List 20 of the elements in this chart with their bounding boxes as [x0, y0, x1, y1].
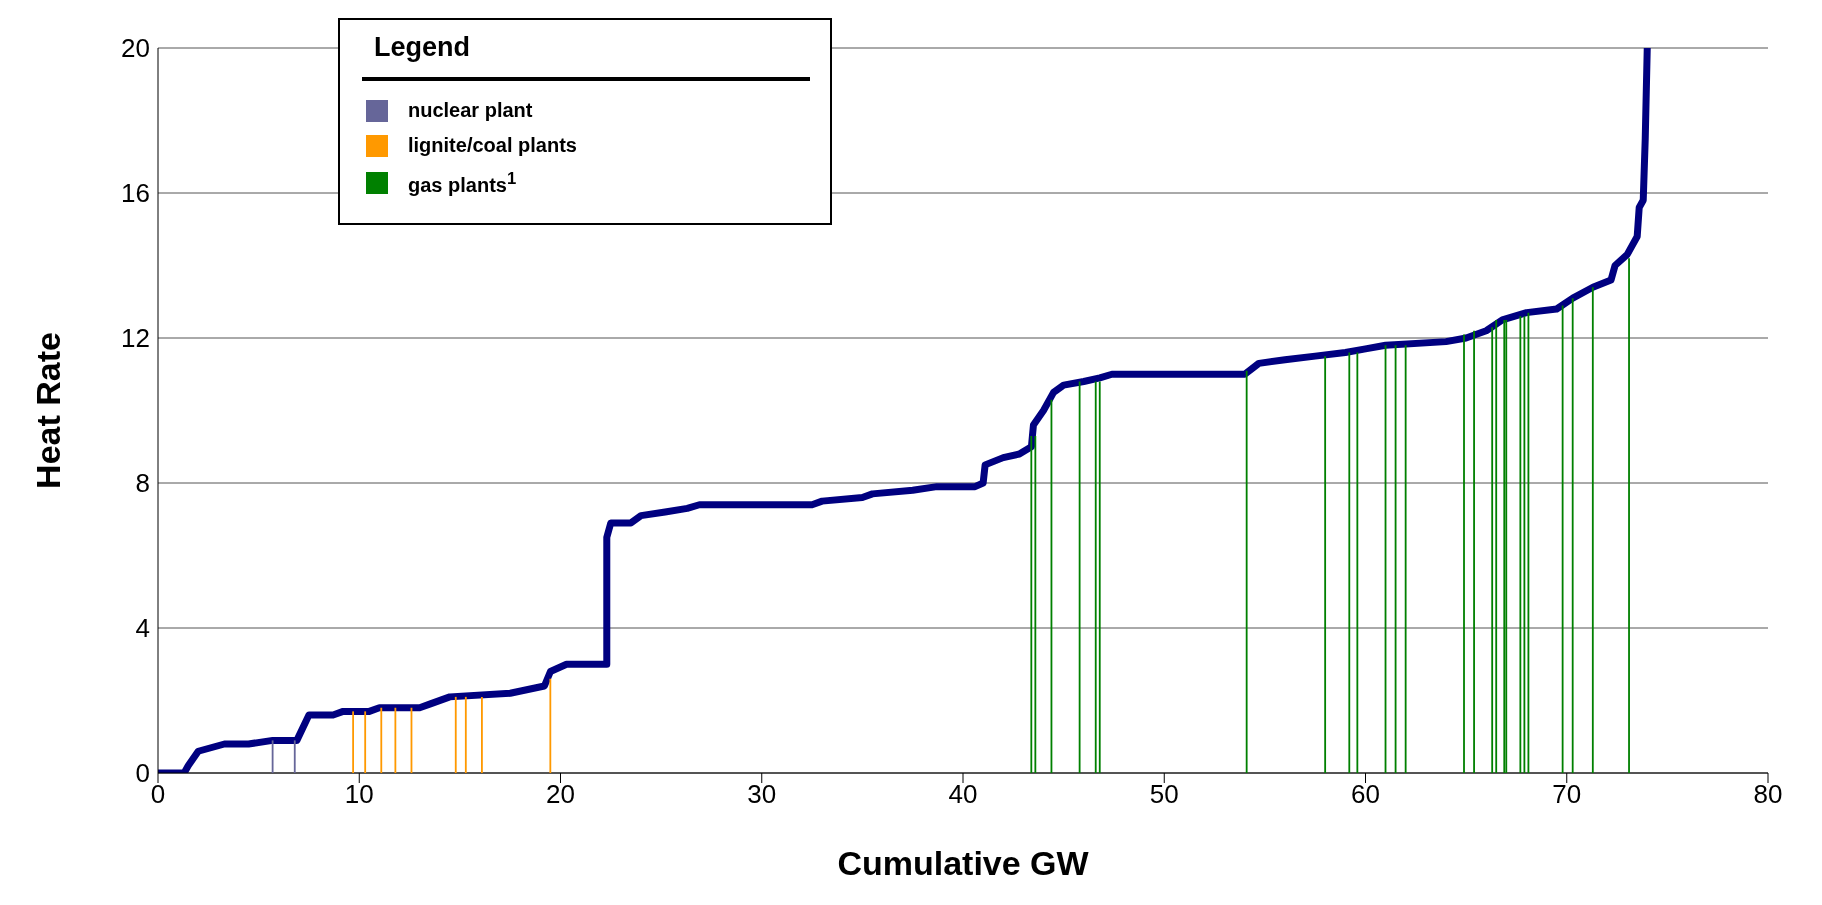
- y-tick-label: 16: [121, 178, 150, 209]
- x-tick-label: 10: [344, 779, 374, 810]
- x-tick-label: 80: [1753, 779, 1783, 810]
- x-tick-label: 40: [948, 779, 978, 810]
- y-tick-label: 12: [121, 323, 150, 354]
- y-axis-title: Heat Rate: [29, 332, 68, 489]
- x-tick-label: 30: [747, 779, 777, 810]
- y-tick-label: 20: [121, 33, 150, 64]
- x-tick-label: 60: [1351, 779, 1380, 810]
- y-tick-label: 0: [135, 758, 150, 789]
- legend-title: Legend: [374, 32, 471, 63]
- x-tick-label: 50: [1149, 779, 1179, 810]
- x-tick-label: 70: [1552, 779, 1582, 810]
- legend-label: gas plants$^{1}$: [408, 169, 517, 197]
- x-axis-title: Cumulative GW: [837, 844, 1090, 882]
- y-tick-label: 4: [135, 613, 150, 644]
- legend-label: nuclear plant: [408, 99, 533, 122]
- x-tick-label: 20: [546, 779, 575, 810]
- legend-label: lignite/coal plants: [408, 134, 577, 157]
- y-tick-label: 8: [135, 468, 150, 499]
